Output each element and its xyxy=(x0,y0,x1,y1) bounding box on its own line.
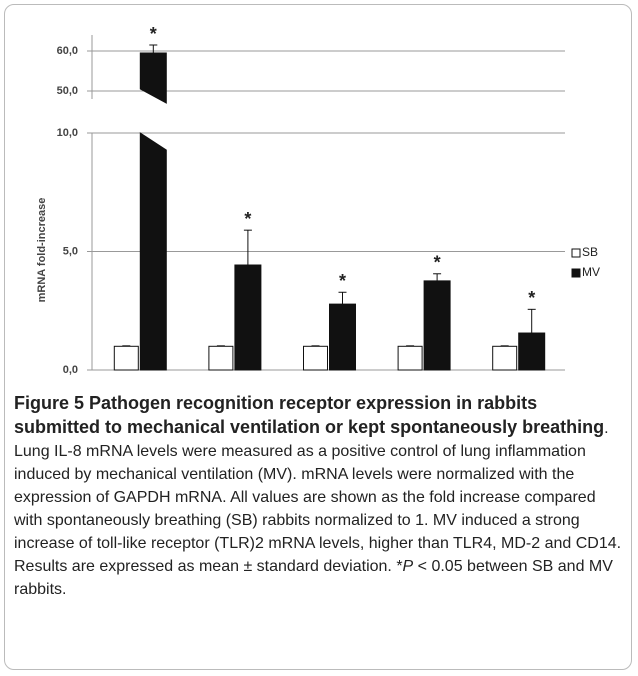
significance-marker: * xyxy=(339,271,346,291)
caption-text: . Lung IL-8 mRNA levels were measured as… xyxy=(14,420,622,575)
x-tick-label: TLR4 xyxy=(220,379,248,380)
figure-label: Figure 5 xyxy=(14,393,85,413)
bar xyxy=(208,345,234,371)
y-tick-label: 60,0 xyxy=(57,45,78,57)
x-tick-label: IL-8 xyxy=(508,379,528,380)
legend-label: SB xyxy=(582,245,598,259)
bar xyxy=(329,303,356,371)
caption-text: < 0.05 between SB and MV rabbits. xyxy=(14,558,613,598)
y-tick-label: 0,0 xyxy=(63,364,78,376)
bar xyxy=(492,345,518,371)
legend-label: MV xyxy=(582,265,600,279)
bar xyxy=(518,332,546,371)
chart: mRNA fold-increase 0,0 5,0 10,0 50,0 60,0 TLR… xyxy=(36,24,600,380)
figure-frame xyxy=(4,4,632,670)
significance-marker: * xyxy=(434,253,441,273)
bar xyxy=(234,264,262,371)
x-tick-label: TLR2 xyxy=(126,379,154,380)
y-tick-label: 5,0 xyxy=(63,245,78,257)
x-tick-label: MD2 xyxy=(317,379,340,380)
legend-swatch xyxy=(571,248,581,258)
bar xyxy=(303,345,328,371)
y-axis-label: mRNA fold-increase xyxy=(36,198,48,303)
bar xyxy=(139,52,167,104)
bar xyxy=(423,280,451,371)
bar xyxy=(113,345,139,371)
x-tick-label: CD14 xyxy=(409,379,438,380)
caption: Figure 5 Pathogen recognition receptor e… xyxy=(14,392,626,601)
y-tick-label: 10,0 xyxy=(57,127,78,139)
bar xyxy=(397,345,423,371)
y-tick-label: 50,0 xyxy=(57,85,78,97)
caption-italic: P xyxy=(402,558,414,575)
figure-title: Pathogen recognition receptor expression… xyxy=(14,393,605,437)
legend-swatch xyxy=(571,268,581,278)
significance-marker: * xyxy=(150,24,157,44)
bar xyxy=(139,132,167,371)
significance-marker: * xyxy=(244,209,251,229)
significance-marker: * xyxy=(528,288,535,308)
